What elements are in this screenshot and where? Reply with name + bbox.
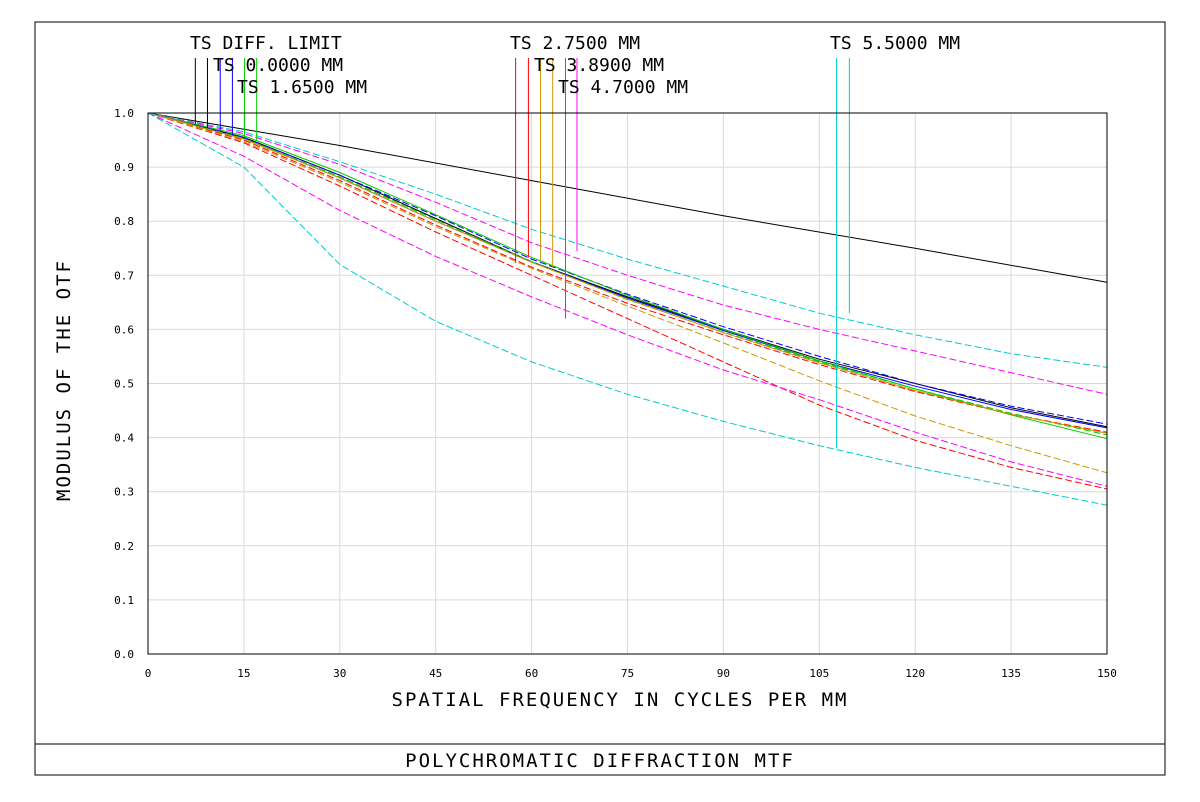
x-tick-label: 0 [145, 667, 152, 680]
y-axis-title: MODULUS OF THE OTF [53, 259, 75, 501]
y-tick-label: 0.8 [114, 215, 134, 228]
y-tick-label: 0.4 [114, 432, 134, 445]
y-tick-label: 0.7 [114, 269, 134, 282]
series-line-10 [147, 112, 1108, 434]
series-line-12 [147, 112, 1108, 487]
x-tick-label: 150 [1097, 667, 1117, 680]
series-line-2 [147, 112, 1108, 428]
x-tick-label: 90 [717, 667, 730, 680]
chart-title: POLYCHROMATIC DIFFRACTION MTF [405, 750, 795, 772]
legend-label-3890: TS 3.8900 MM [534, 55, 664, 76]
y-tick-label: 0.0 [114, 648, 134, 661]
series-markers [194, 58, 850, 449]
legend-label-diff-limit: TS DIFF. LIMIT [190, 33, 342, 54]
legend-label-5500: TS 5.5000 MM [830, 33, 960, 54]
series-line-7 [147, 112, 1108, 433]
plot-frame [147, 112, 1108, 655]
legend-label-2750: TS 2.7500 MM [510, 33, 640, 54]
y-tick-label: 0.3 [114, 486, 134, 499]
series-line-3 [147, 112, 1108, 425]
y-tick-label: 1.0 [114, 107, 134, 120]
series-line-8 [147, 112, 1108, 490]
x-tick-label: 120 [905, 667, 925, 680]
grid [147, 112, 1108, 655]
legend-label-1650: TS 1.6500 MM [237, 77, 367, 98]
x-tick-label: 30 [333, 667, 346, 680]
x-tick-label: 15 [237, 667, 250, 680]
legend-label-4700: TS 4.7000 MM [558, 77, 688, 98]
y-tick-labels: 0.0 0.1 0.2 0.3 0.4 0.5 0.6 0.7 0.8 0.9 1.0 [114, 107, 134, 661]
outer-frame [34, 21, 1166, 776]
y-tick-label: 0.5 [114, 378, 134, 391]
x-tick-label: 60 [525, 667, 538, 680]
x-tick-label: 45 [429, 667, 442, 680]
y-tick-label: 0.1 [114, 594, 134, 607]
series-line-14 [147, 112, 1108, 506]
legend-label-0000: TS 0.0000 MM [213, 55, 343, 76]
plot-area [147, 112, 1108, 506]
series-line-11 [147, 112, 1108, 395]
x-axis-title: SPATIAL FREQUENCY IN CYCLES PER MM [392, 689, 849, 711]
series-line-5 [147, 112, 1108, 440]
y-tick-label: 0.2 [114, 540, 134, 553]
y-tick-label: 0.9 [114, 161, 134, 174]
x-tick-label: 105 [809, 667, 829, 680]
x-tick-label: 135 [1001, 667, 1021, 680]
x-tick-label: 75 [621, 667, 634, 680]
x-tick-labels: 0 15 30 45 60 75 90 105 120 135 150 [145, 667, 1117, 680]
series-line-13 [147, 112, 1108, 368]
series-line-1 [147, 112, 1108, 283]
y-tick-label: 0.6 [114, 323, 134, 336]
